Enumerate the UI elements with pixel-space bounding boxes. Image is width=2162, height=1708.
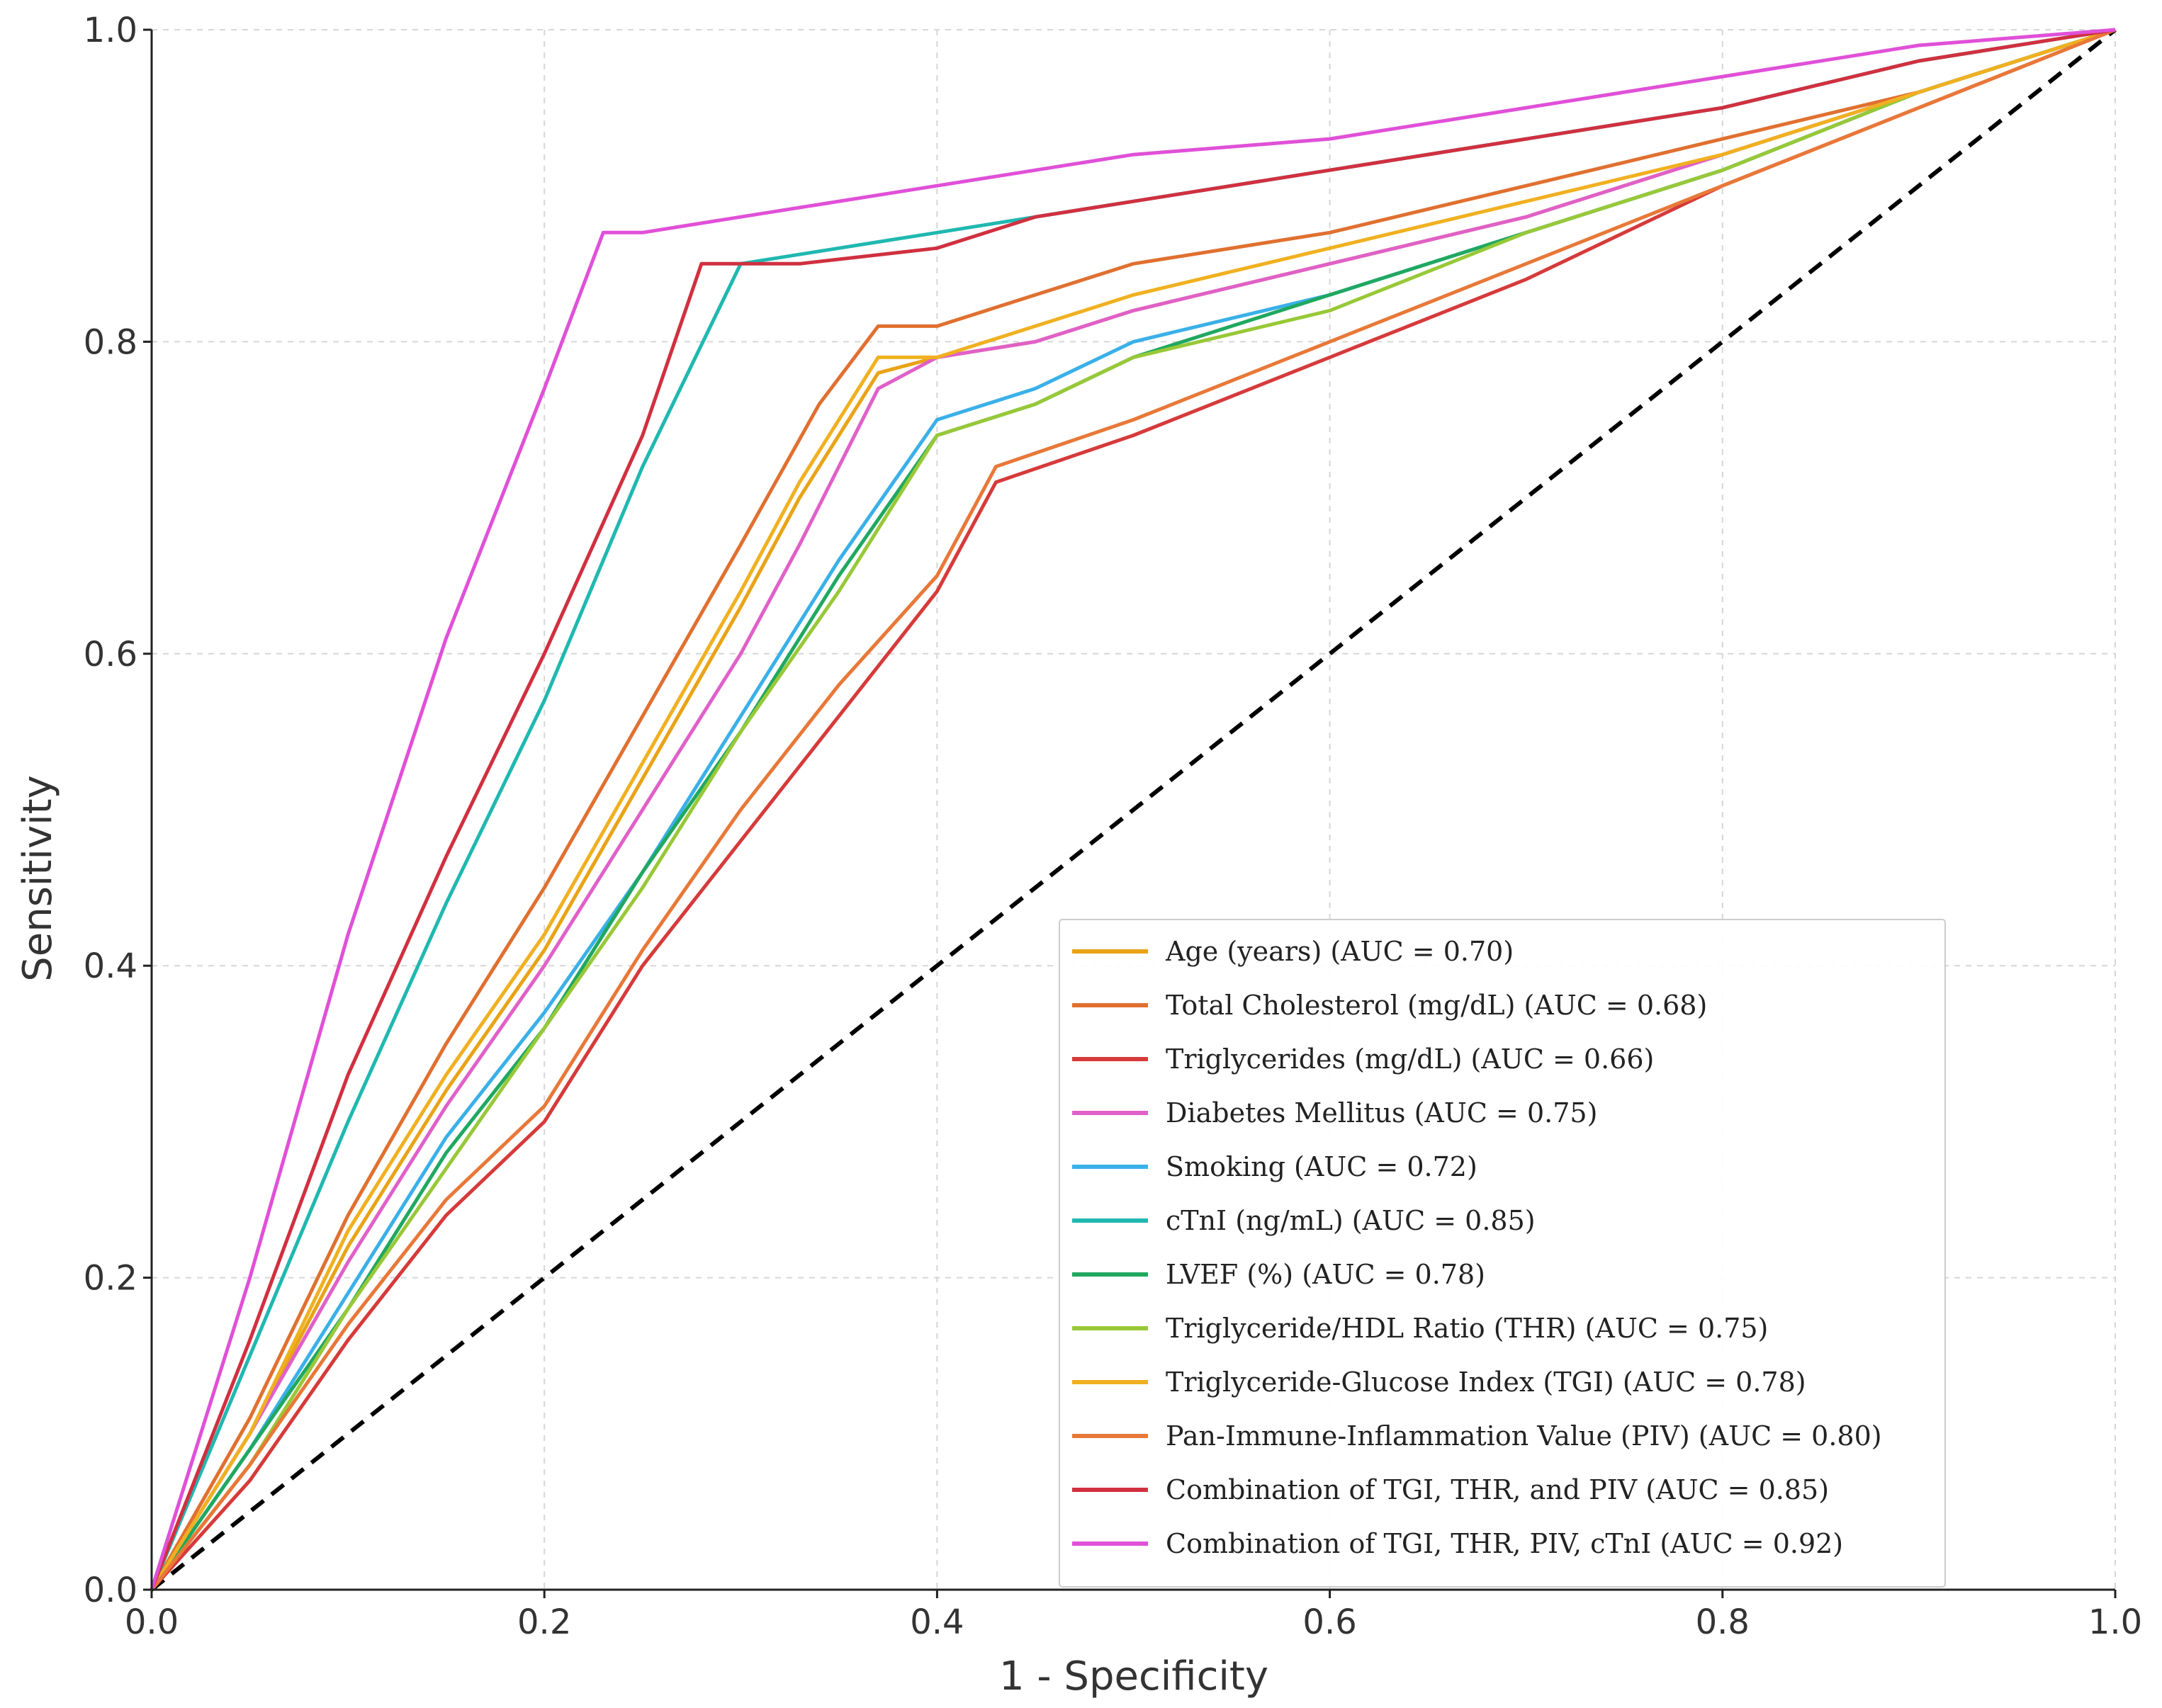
x-tick-label: 0.6 bbox=[1302, 1602, 1356, 1642]
legend-label-0: Age (years) (AUC = 0.70) bbox=[1165, 936, 1514, 967]
y-tick-label: 0.6 bbox=[84, 635, 137, 674]
legend-box bbox=[1059, 919, 1946, 1588]
legend-label-6: LVEF (%) (AUC = 0.78) bbox=[1166, 1259, 1485, 1290]
y-tick-label: 0.0 bbox=[84, 1571, 137, 1610]
roc-curve-9 bbox=[150, 28, 2116, 1591]
roc-curve-10 bbox=[150, 28, 2116, 1590]
roc-curve-11 bbox=[150, 28, 2116, 1590]
roc-curve-1 bbox=[150, 28, 2116, 1591]
y-axis-label: Sensitivity bbox=[15, 775, 61, 982]
roc-curves bbox=[150, 28, 2116, 1591]
legend-label-7: Triglyceride/HDL Ratio (THR) (AUC = 0.75… bbox=[1166, 1313, 1768, 1344]
roc-curve-8 bbox=[150, 28, 2116, 1591]
legend-label-5: cTnI (ng/mL) (AUC = 0.85) bbox=[1166, 1205, 1536, 1236]
x-tick-label: 0.4 bbox=[910, 1602, 964, 1642]
legend-label-4: Smoking (AUC = 0.72) bbox=[1166, 1151, 1477, 1182]
tick-labels: 0.0 0.2 0.4 0.6 0.8 1.0 0.0 0.2 0.4 0.6 0.8 1.0 bbox=[84, 11, 2143, 1642]
x-axis-label: 1 - Specificity bbox=[999, 1653, 1268, 1699]
legend-label-9: Pan-Immune-Inflammation Value (PIV) (AUC… bbox=[1166, 1420, 1882, 1452]
legend-label-3: Diabetes Mellitus (AUC = 0.75) bbox=[1166, 1097, 1597, 1129]
roc-curve-2 bbox=[150, 28, 2116, 1591]
y-tick-label: 0.2 bbox=[84, 1259, 137, 1299]
legend-label-2: Triglycerides (mg/dL) (AUC = 0.66) bbox=[1166, 1044, 1654, 1075]
roc-curve-7 bbox=[150, 28, 2116, 1591]
axes bbox=[150, 30, 2115, 1591]
x-tick-label: 0.8 bbox=[1696, 1602, 1750, 1642]
y-tick-label: 0.4 bbox=[84, 946, 137, 986]
y-tick-label: 1.0 bbox=[84, 11, 137, 50]
legend-label-1: Total Cholesterol (mg/dL) (AUC = 0.68) bbox=[1166, 990, 1707, 1021]
legend-label-10: Combination of TGI, THR, and PIV (AUC = … bbox=[1166, 1474, 1829, 1505]
y-tick-label: 0.8 bbox=[84, 322, 137, 362]
roc-curve-3 bbox=[150, 28, 2116, 1591]
chance-diagonal bbox=[150, 28, 2117, 1592]
legend: Age (years) (AUC = 0.70) Total Cholestero… bbox=[1059, 919, 1946, 1588]
legend-label-8: Triglyceride-Glucose Index (TGI) (AUC = … bbox=[1166, 1367, 1806, 1398]
legend-label-11: Combination of TGI, THR, PIV, cTnI (AUC … bbox=[1166, 1528, 1843, 1559]
x-tick-label: 0.0 bbox=[125, 1602, 179, 1642]
x-tick-label: 1.0 bbox=[2088, 1602, 2142, 1642]
chance-line bbox=[150, 28, 2117, 1592]
x-tick-label: 0.2 bbox=[517, 1602, 571, 1642]
